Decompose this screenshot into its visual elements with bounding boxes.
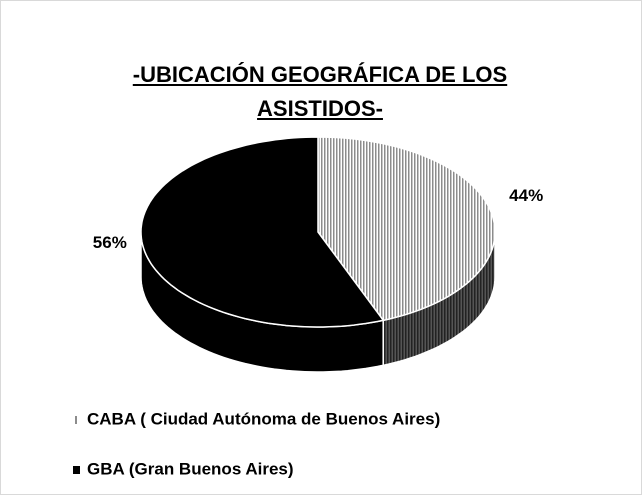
legend-label: CABA ( Ciudad Autónoma de Buenos Aires) xyxy=(87,409,440,428)
legend-marker xyxy=(75,416,77,424)
data-label: 56% xyxy=(93,233,127,252)
slice xyxy=(140,136,385,328)
legend-marker xyxy=(73,466,80,474)
legend-label: GBA (Gran Buenos Aires) xyxy=(87,459,294,478)
data-label: 44% xyxy=(509,186,543,205)
slice xyxy=(317,136,496,322)
chart-title: -UBICACIÓN GEOGRÁFICA DE LOS ASISTIDOS- xyxy=(132,62,508,121)
